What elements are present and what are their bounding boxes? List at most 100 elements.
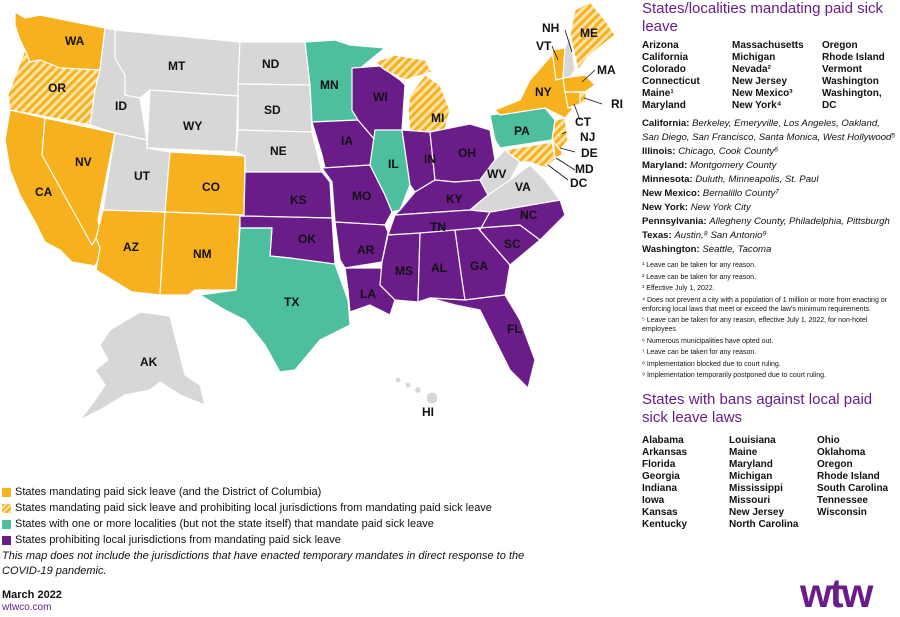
callout-lines	[547, 29, 603, 181]
list-item: Mississippi	[729, 483, 783, 494]
bans-col-1: Alabama Arkansas Florida Georgia Indiana…	[642, 435, 729, 531]
label-ga: GA	[470, 259, 488, 273]
label-ia: IA	[341, 134, 353, 148]
list-item: Georgia	[642, 471, 680, 482]
label-co: CO	[202, 180, 220, 194]
state-me	[569, 1, 616, 71]
locality-row: Illinois: Chicago, Cook County⁶	[642, 146, 779, 157]
list-item: Arkansas	[642, 447, 688, 458]
label-dc: DC	[570, 176, 588, 190]
localities-list: California: Berkeley, Emeryville, Los An…	[642, 117, 898, 257]
state-hi	[394, 376, 439, 405]
list-item: Wisconsin	[817, 507, 867, 518]
mandating-states: Arizona California Colorado Connecticut …	[642, 40, 898, 112]
map-legend: States mandating paid sick leave (and th…	[2, 484, 612, 548]
label-ak: AK	[140, 355, 158, 369]
label-ma: MA	[597, 63, 616, 77]
locality-row: Minnesota: Duluth, Minneapolis, St. Paul	[642, 174, 819, 185]
list-item: Massachusetts	[732, 40, 804, 51]
label-tx: TX	[284, 295, 299, 309]
state-ct	[564, 91, 581, 109]
list-item: Missouri	[729, 495, 771, 506]
mandating-col-1: Arizona California Colorado Connecticut …	[642, 40, 732, 112]
list-item: Kansas	[642, 507, 678, 518]
orange-swatch-icon	[2, 487, 11, 497]
label-ky: KY	[446, 192, 463, 206]
list-item: Vermont	[822, 64, 863, 75]
footnote: ⁶ Numerous municipalities have opted out…	[642, 337, 774, 345]
wtw-logo: wtw	[800, 570, 873, 616]
label-al: AL	[431, 261, 447, 275]
mandating-col-2: Massachusetts Michigan Nevada² New Jerse…	[732, 40, 822, 112]
state-nm	[159, 211, 241, 296]
label-mo: MO	[352, 189, 371, 203]
label-mi: MI	[431, 111, 444, 125]
list-item: Oklahoma	[817, 447, 866, 458]
list-item: Maine¹	[642, 88, 674, 99]
list-item: Maryland	[729, 459, 773, 470]
list-item: Oregon	[822, 40, 858, 51]
legend-label: States with one or more localities (but …	[15, 518, 434, 530]
legend-item-prohibit: States prohibiting local jurisdictions f…	[2, 532, 612, 548]
list-item: Alabama	[642, 435, 684, 446]
list-item: Kentucky	[642, 519, 688, 530]
footnote: ¹ Leave can be taken for any reason.	[642, 262, 757, 269]
label-nd: ND	[262, 57, 280, 71]
label-sd: SD	[264, 103, 281, 117]
bans-states: Alabama Arkansas Florida Georgia Indiana…	[642, 435, 898, 531]
list-item: California	[642, 52, 689, 63]
purple-swatch-icon	[2, 535, 11, 545]
state-mi	[407, 74, 451, 134]
state-ak	[79, 311, 206, 421]
label-sc: SC	[504, 237, 521, 251]
label-ct: CT	[575, 115, 592, 129]
footnote: ³ Effective July 1, 2022.	[642, 285, 715, 292]
list-item: Arizona	[642, 40, 679, 51]
label-ny: NY	[535, 85, 552, 99]
locality-row: New York: New York City	[642, 202, 751, 213]
locality-row: Washington: Seattle, Tacoma	[642, 244, 772, 255]
label-tn: TN	[430, 220, 446, 234]
locality-row: California: Berkeley, Emeryville, Los An…	[642, 118, 896, 143]
state-ri	[579, 91, 587, 105]
footnote: ² Leave can be taken for any reason.	[642, 273, 757, 281]
label-pa: PA	[514, 124, 530, 138]
state-nh	[562, 34, 576, 81]
bans-col-2: Louisiana Maine Maryland Michigan Missis…	[729, 435, 817, 531]
label-la: LA	[360, 287, 376, 301]
list-item: Connecticut	[642, 76, 700, 87]
footnote: ⁵ Leave can be taken for any reason, eff…	[642, 317, 868, 333]
label-ne: NE	[270, 144, 287, 158]
legend-label: States mandating paid sick leave and pro…	[15, 502, 492, 514]
list-item: Nevada²	[732, 64, 771, 75]
label-nc: NC	[520, 208, 538, 222]
list-item: Iowa	[642, 495, 665, 506]
mandating-col-3: Oregon Rhode Island Vermont Washington W…	[822, 40, 898, 112]
list-item: Tennessee	[817, 495, 868, 506]
locality-row: Texas: Austin,⁸ San Antonio⁹	[642, 230, 767, 241]
list-item: Rhode Island	[817, 471, 880, 482]
legend-item-mandate-prohibit: States mandating paid sick leave and pro…	[2, 500, 612, 516]
label-nv: NV	[75, 155, 92, 169]
list-item: New Mexico³	[732, 88, 793, 99]
list-item: New Jersey	[729, 507, 785, 518]
label-va: VA	[515, 180, 531, 194]
list-item: Maine	[729, 447, 758, 458]
label-wv: WV	[487, 167, 506, 181]
website-link[interactable]: wtwco.com	[2, 602, 52, 613]
state-mi-up	[374, 54, 433, 81]
legend-label: States prohibiting local jurisdictions f…	[15, 534, 341, 546]
list-item: Ohio	[817, 435, 840, 446]
state-fl	[429, 294, 536, 389]
list-item: Michigan	[729, 471, 773, 482]
state-md	[504, 141, 556, 169]
label-fl: FL	[507, 322, 522, 336]
list-item: Washington, DC	[822, 88, 882, 111]
state-nj	[551, 117, 569, 151]
locality-row: New Mexico: Bernalillo County⁷	[642, 188, 779, 199]
label-ri: RI	[611, 97, 623, 111]
label-ut: UT	[134, 169, 151, 183]
label-or: OR	[48, 81, 66, 95]
label-wa: WA	[65, 34, 85, 48]
locality-row: Pennsylvania: Allegheny County, Philadel…	[642, 216, 890, 227]
